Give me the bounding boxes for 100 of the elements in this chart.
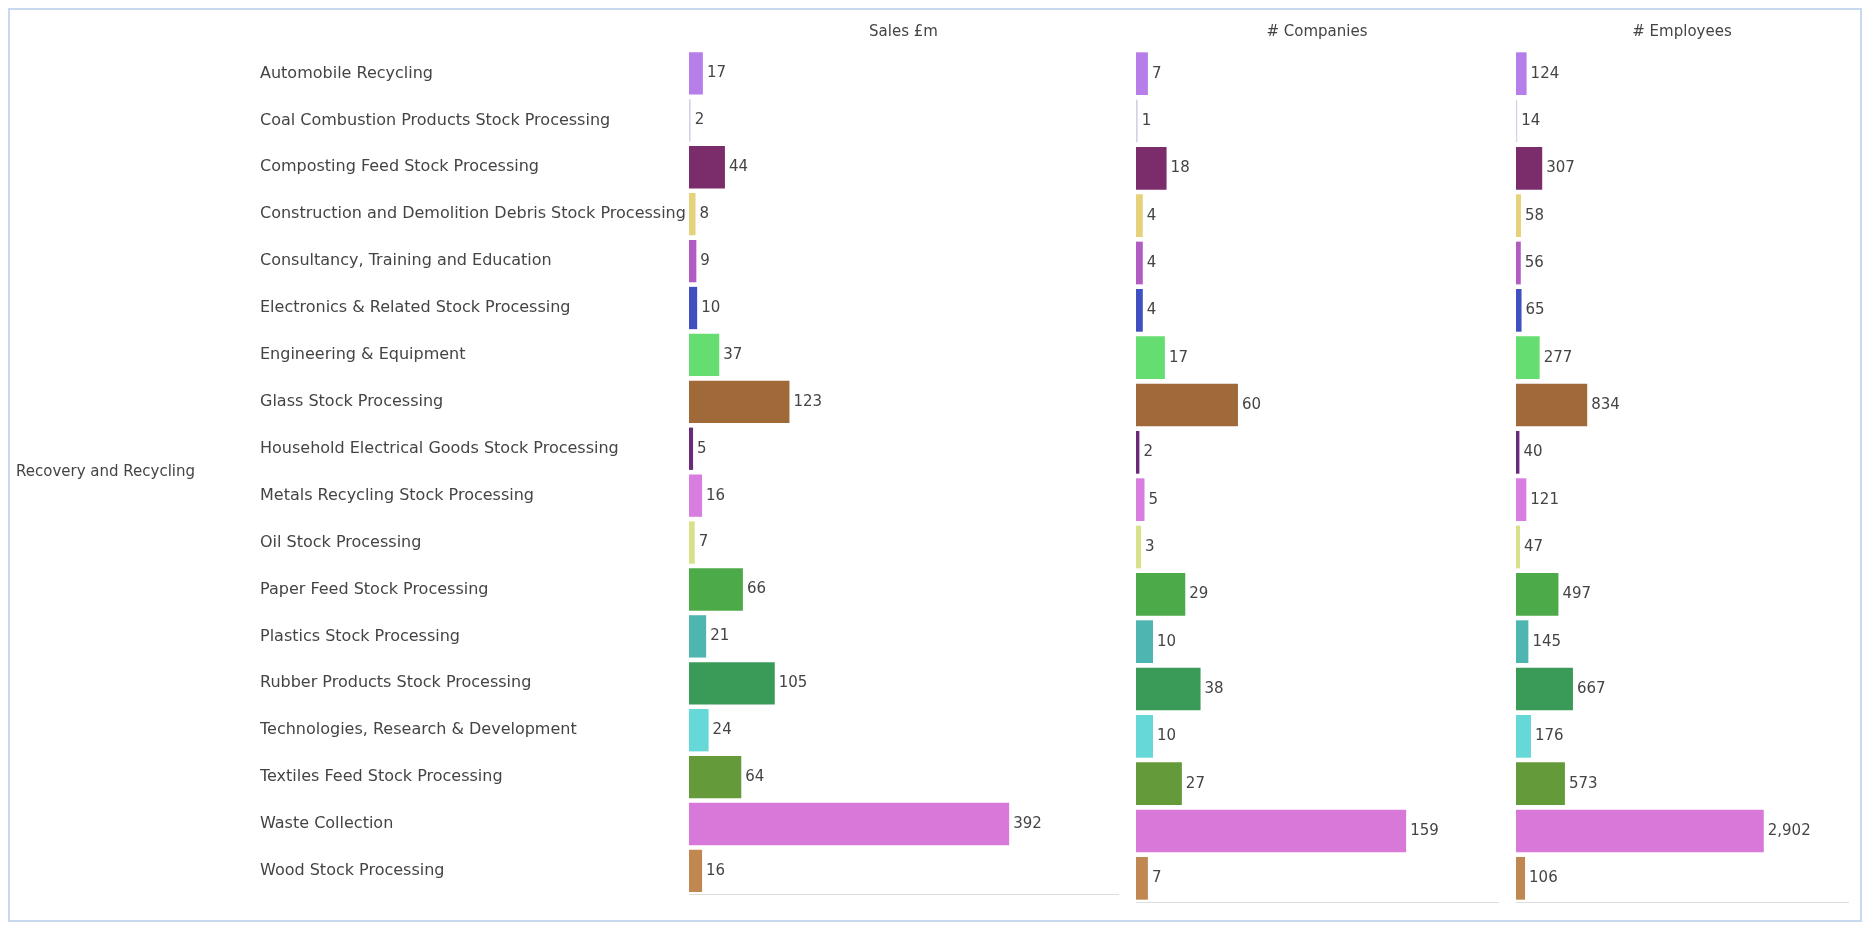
data-label: 64 [745,767,765,786]
bar [689,333,720,377]
data-label: 497 [1562,584,1592,603]
bar [689,521,695,564]
bar [1516,478,1527,522]
bar [689,849,703,893]
bar [1136,478,1145,522]
bar [1136,383,1238,427]
bar [1136,856,1148,900]
data-label: 10 [1156,631,1177,650]
bar [689,286,698,330]
data-label: 8 [699,204,710,223]
bar [1516,667,1573,711]
data-label: 40 [1523,442,1543,461]
data-label: 44 [728,157,749,176]
data-label: 106 [1529,868,1558,887]
data-label: 2 [694,110,705,129]
bar [1516,856,1526,900]
data-label: 16 [706,860,726,879]
data-label: 56 [1524,252,1544,271]
data-label: 4 [1146,205,1157,224]
data-label: 18 [1170,158,1190,177]
bar [1516,146,1543,190]
bar [689,755,742,799]
data-label: 2,902 [1767,820,1811,839]
data-label: 29 [1189,584,1209,603]
bar [1136,194,1143,238]
bar [1516,336,1540,380]
bar [1136,809,1407,853]
bar [1516,714,1532,758]
y-tick-label: Glass Stock Processing [260,390,444,410]
data-label: 7 [1151,63,1162,82]
bar [689,146,725,189]
data-label: 10 [1156,726,1177,745]
y-tick-label: Construction and Demolition Debris Stock Processing [260,203,686,223]
data-label: 7 [1151,868,1162,887]
data-label: 7 [698,532,709,551]
bar [689,193,696,236]
data-label: 834 [1591,394,1620,413]
data-label: 145 [1532,631,1562,650]
bar [1136,620,1153,664]
bar [1516,383,1588,427]
y-tick-label: Waste Collection [260,813,394,833]
y-tick-label: Plastics Stock Processing [260,625,460,645]
bar [689,615,707,658]
y-tick-label: Metals Recycling Stock Processing [260,484,534,504]
bar [1516,620,1529,664]
bar [1516,194,1521,238]
bar [1136,525,1142,569]
y-tick-label: Technologies, Research & Development [259,719,577,739]
data-label: 667 [1576,678,1606,697]
data-label: 47 [1524,536,1544,555]
chart-title: # Companies [1266,21,1368,40]
bar [689,802,1010,846]
data-label: 9 [700,250,710,269]
y-tick-label: Paper Feed Stock Processing [260,578,489,598]
data-label: 58 [1524,205,1545,224]
data-label: 176 [1535,726,1564,745]
y-tick-label: Coal Combustion Products Stock Processing [260,109,611,129]
y-tick-label: Automobile Recycling [260,62,433,82]
data-label: 66 [746,579,766,598]
bar [1136,288,1143,332]
bar [1136,762,1182,806]
bar [689,568,743,611]
bar [1516,809,1764,853]
y-tick-label: Consultancy, Training and Education [260,250,552,270]
bar [689,427,694,470]
data-label: 124 [1530,63,1560,82]
bar [1516,241,1521,285]
text: Recovery and Recycling [16,462,196,481]
y-tick-label: Wood Stock Processing [260,860,445,880]
bar [689,380,790,423]
y-tick-label: Composting Feed Stock Processing [260,156,539,176]
data-label: 21 [710,626,730,645]
data-label: 17 [706,63,726,82]
data-label: 5 [1148,489,1159,508]
data-label: 573 [1568,773,1598,792]
y-tick-label: Household Electrical Goods Stock Processing [260,437,619,457]
data-label: 121 [1530,489,1559,508]
y-tick-label: Electronics & Related Stock Processing [260,297,571,317]
data-label: 1 [1141,110,1152,129]
bar [689,52,703,95]
bar [1516,52,1527,96]
bar [689,239,697,283]
bar [1136,572,1186,616]
chart-title: # Employees [1632,21,1732,40]
data-label: 60 [1241,394,1262,413]
bar [1136,52,1148,96]
data-label: 105 [778,673,808,692]
bar [689,709,709,752]
bar [689,662,775,705]
chart-title: Sales £m [869,21,938,40]
data-label: 4 [1146,300,1157,319]
bar [1136,714,1153,758]
bar [1516,288,1522,332]
data-label: 5 [697,438,707,457]
data-label: 14 [1521,110,1541,129]
data-label: 277 [1543,347,1573,366]
data-label: 2 [1143,442,1153,461]
data-label: 37 [723,344,743,363]
